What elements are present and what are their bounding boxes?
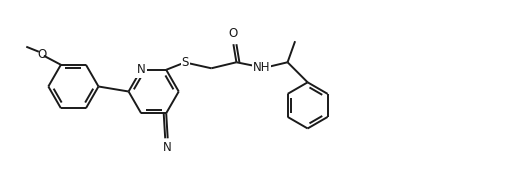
Text: N: N: [163, 141, 172, 154]
Text: O: O: [37, 48, 46, 61]
Text: S: S: [182, 56, 189, 69]
Text: O: O: [229, 27, 238, 40]
Text: N: N: [137, 63, 146, 76]
Text: NH: NH: [253, 61, 270, 74]
